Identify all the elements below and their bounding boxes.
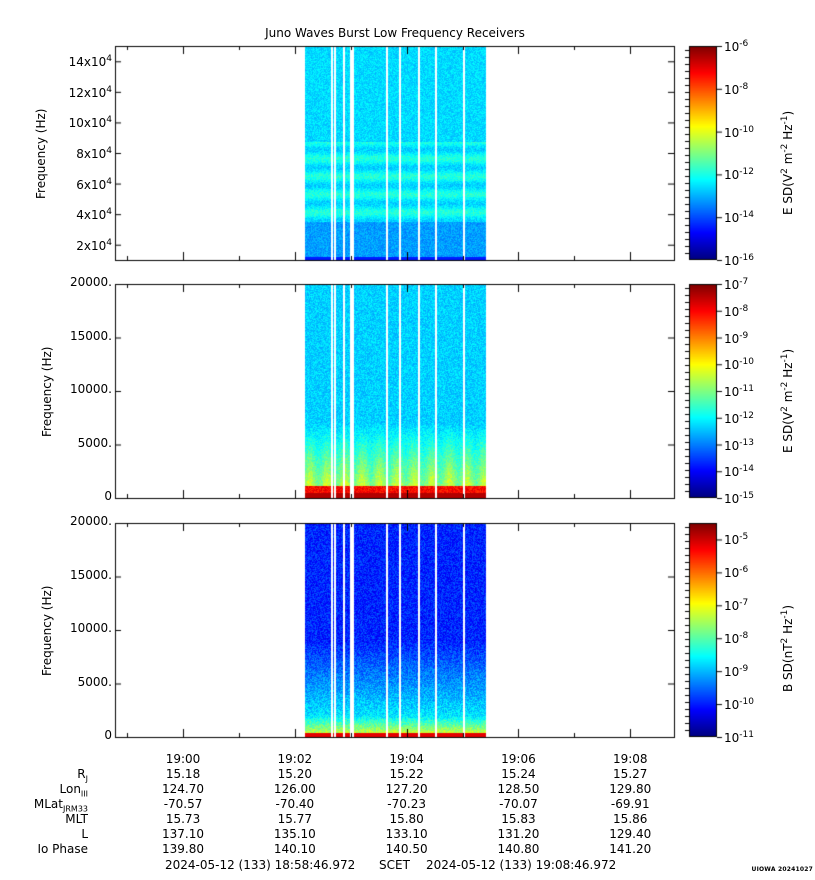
colorbar-label: E SD(V2 m-2 Hz-1) — [780, 348, 795, 453]
ephemeris-label: LonIII — [59, 782, 89, 799]
y-tick-label: 12x104 — [68, 84, 112, 100]
colorbar-tick-label: 10-14 — [724, 464, 754, 480]
ephemeris-value: 15.83 — [501, 812, 536, 826]
colorbar-tick-label: 10-13 — [724, 437, 754, 453]
ephemeris-value: 127.20 — [385, 782, 428, 796]
ephemeris-value: 15.22 — [389, 767, 424, 781]
y-tick-label: 0 — [104, 728, 112, 742]
y-tick-label: 20000. — [70, 275, 112, 289]
colorbar-tick-label: 10-14 — [724, 210, 754, 226]
colorbar-tick-label: 10-11 — [724, 730, 754, 745]
time-tick-label: 19:02 — [277, 752, 313, 766]
ephemeris-label: MLT — [65, 812, 88, 826]
ephemeris-value: 15.27 — [613, 767, 648, 781]
y-tick-label: 6x104 — [76, 176, 112, 192]
y-tick-label: 15000. — [70, 567, 112, 582]
ephemeris-label: L — [81, 827, 88, 841]
y-tick-label: 20000. — [70, 514, 112, 528]
colorbar-tick-label: 10-7 — [724, 277, 749, 292]
credit-label: UIOWA 20241027 — [751, 866, 813, 873]
colorbar-tick-label: 10-8 — [724, 81, 749, 97]
ephemeris-value: 140.80 — [497, 842, 540, 856]
ephemeris-value: -70.57 — [163, 797, 203, 811]
colorbar-tick-label: 10-15 — [724, 491, 754, 506]
y-tick-label: 10000. — [70, 382, 112, 396]
time-tick-label: 19:08 — [612, 752, 648, 766]
y-tick-label: 8x104 — [76, 146, 112, 161]
colorbar-tick-label: 10-9 — [724, 664, 749, 680]
y-axis-label: Frequency (Hz) — [34, 108, 48, 200]
chart-title: Juno Waves Burst Low Frequency Receivers — [265, 26, 525, 40]
colorbar-tick-label: 10-10 — [724, 124, 754, 140]
footer-start-time: 2024-05-12 (133) 18:58:46.972 — [165, 858, 356, 872]
y-tick-label: 2x104 — [76, 237, 112, 253]
colorbar-tick-label: 10-10 — [724, 697, 754, 713]
colorbar-tick-label: 10-6 — [724, 565, 749, 581]
ephemeris-value: -69.91 — [610, 797, 650, 811]
y-tick-label: 4x104 — [76, 207, 112, 223]
ephemeris-value: 15.86 — [613, 812, 648, 826]
colorbar-tick-label: 10-8 — [724, 303, 749, 319]
y-tick-label: 5000. — [77, 674, 112, 689]
ephemeris-value: 128.50 — [497, 782, 540, 796]
ephemeris-value: 15.20 — [277, 767, 312, 781]
colorbar-tick-label: 10-12 — [724, 167, 754, 183]
colorbar-label: B SD(nT2 Hz-1) — [780, 604, 795, 692]
y-tick-label: 10000. — [70, 621, 112, 635]
ephemeris-value: 124.70 — [162, 782, 205, 796]
footer-end-time: 2024-05-12 (133) 19:08:46.972 — [426, 858, 617, 872]
time-tick-label: 19:00 — [165, 752, 201, 766]
colorbar-tick-label: 10-9 — [724, 330, 749, 346]
ephemeris-value: 139.80 — [162, 842, 205, 856]
ephemeris-value: 140.50 — [385, 842, 428, 856]
y-tick-label: 10x104 — [68, 115, 112, 131]
colorbar-tick-label: 10-6 — [724, 39, 749, 54]
ephemeris-label: Io Phase — [37, 842, 88, 856]
ephemeris-label: MLatJRM33 — [33, 797, 88, 814]
colorbar-label: E SD(V2 m-2 Hz-1) — [780, 110, 795, 215]
ephemeris-value: 15.77 — [277, 812, 312, 826]
ephemeris-value: 15.80 — [389, 812, 424, 826]
y-tick-label: 5000. — [77, 435, 112, 450]
colorbar-tick-label: 10-5 — [724, 532, 749, 548]
time-tick-label: 19:06 — [501, 752, 536, 766]
colorbar-tick-label: 10-12 — [724, 410, 754, 426]
ephemeris-value: 131.20 — [497, 827, 540, 841]
ephemeris-value: 129.40 — [609, 827, 652, 841]
colorbar-tick-label: 10-10 — [724, 357, 754, 373]
y-tick-label: 14x104 — [68, 54, 112, 70]
colorbar-tick-label: 10-8 — [724, 631, 749, 647]
footer-scet-label: SCET — [379, 858, 410, 872]
ephemeris-value: -70.40 — [275, 797, 315, 811]
ephemeris-value: 15.18 — [165, 767, 201, 781]
colorbar-tick-label: 10-7 — [724, 598, 749, 614]
ephemeris-value: 135.10 — [273, 827, 316, 841]
ephemeris-value: 133.10 — [385, 827, 428, 841]
colorbar-tick-label: 10-16 — [724, 253, 754, 268]
ephemeris-value: 141.20 — [609, 842, 652, 856]
ephemeris-value: 137.10 — [162, 827, 205, 841]
y-axis-label: Frequency (Hz) — [40, 346, 54, 438]
ephemeris-label: RJ — [77, 767, 88, 784]
y-tick-label: 15000. — [70, 328, 112, 343]
ephemeris-value: -70.23 — [387, 797, 426, 811]
ephemeris-value: 129.80 — [609, 782, 652, 796]
y-tick-label: 0 — [104, 489, 112, 503]
colorbar-tick-label: 10-11 — [724, 384, 754, 399]
ephemeris-value: -70.07 — [499, 797, 538, 811]
ephemeris-value: 126.00 — [273, 782, 316, 796]
ephemeris-value: 15.73 — [165, 812, 201, 826]
time-tick-label: 19:04 — [389, 752, 424, 766]
y-axis-label: Frequency (Hz) — [40, 585, 54, 677]
ephemeris-value: 15.24 — [501, 767, 536, 781]
ephemeris-value: 140.10 — [273, 842, 316, 856]
